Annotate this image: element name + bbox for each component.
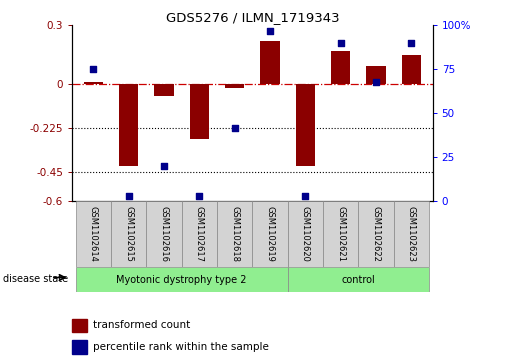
Bar [366, 66, 386, 84]
Text: percentile rank within the sample: percentile rank within the sample [93, 342, 269, 352]
Text: disease state: disease state [3, 274, 67, 284]
Text: GSM1102617: GSM1102617 [195, 206, 204, 262]
Bar [225, 84, 245, 88]
Bar [402, 55, 421, 84]
Text: GSM1102614: GSM1102614 [89, 206, 98, 262]
Text: control: control [341, 274, 375, 285]
FancyBboxPatch shape [288, 201, 323, 267]
Bar [119, 84, 139, 166]
Point [231, 125, 239, 130]
Point [89, 66, 97, 72]
Text: GSM1102621: GSM1102621 [336, 206, 345, 262]
Bar [331, 51, 350, 84]
Point [125, 193, 133, 199]
FancyBboxPatch shape [288, 267, 429, 292]
FancyBboxPatch shape [252, 201, 288, 267]
Point [160, 163, 168, 169]
FancyBboxPatch shape [111, 201, 146, 267]
Text: transformed count: transformed count [93, 321, 190, 330]
Bar [72, 340, 87, 354]
FancyBboxPatch shape [217, 201, 252, 267]
Text: GSM1102620: GSM1102620 [301, 206, 310, 262]
Point [407, 40, 416, 46]
Bar [296, 84, 315, 166]
Point [301, 193, 310, 199]
Text: GSM1102623: GSM1102623 [407, 206, 416, 262]
Bar [190, 84, 209, 139]
Title: GDS5276 / ILMN_1719343: GDS5276 / ILMN_1719343 [165, 11, 339, 24]
FancyBboxPatch shape [182, 201, 217, 267]
FancyBboxPatch shape [146, 201, 182, 267]
Text: GSM1102616: GSM1102616 [160, 206, 168, 262]
Point [266, 28, 274, 34]
Text: GSM1102619: GSM1102619 [266, 206, 274, 262]
FancyBboxPatch shape [323, 201, 358, 267]
Point [372, 79, 380, 85]
Text: GSM1102615: GSM1102615 [124, 206, 133, 262]
Point [337, 40, 345, 46]
Text: GSM1102622: GSM1102622 [371, 206, 381, 262]
FancyBboxPatch shape [76, 201, 111, 267]
Bar [83, 82, 103, 84]
FancyBboxPatch shape [76, 267, 288, 292]
Text: GSM1102618: GSM1102618 [230, 206, 239, 262]
Bar [154, 84, 174, 96]
FancyBboxPatch shape [394, 201, 429, 267]
Text: Myotonic dystrophy type 2: Myotonic dystrophy type 2 [116, 274, 247, 285]
FancyBboxPatch shape [358, 201, 394, 267]
Bar [260, 41, 280, 84]
Point [195, 193, 203, 199]
Bar [72, 319, 87, 332]
